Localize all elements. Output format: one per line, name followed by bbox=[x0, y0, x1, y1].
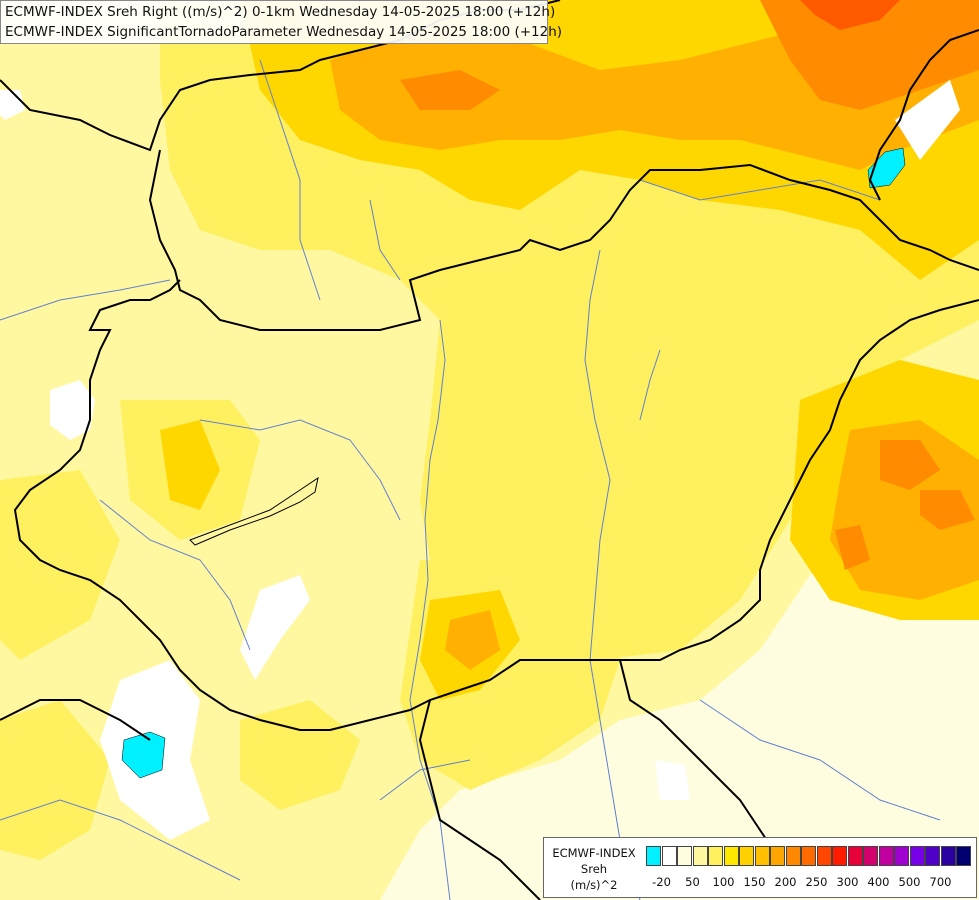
legend-swatch bbox=[925, 846, 940, 866]
legend-swatch bbox=[816, 846, 832, 866]
sreh-field-cyan bbox=[121, 147, 906, 779]
legend-tick-label: 100 bbox=[712, 875, 735, 889]
legend-swatch bbox=[708, 846, 723, 866]
legend-swatch bbox=[677, 846, 692, 866]
legend-tick-label: 400 bbox=[867, 875, 890, 889]
legend-swatch bbox=[847, 846, 863, 866]
legend-title-line-3: (m/s)^2 bbox=[570, 878, 618, 892]
legend-tick-label: 250 bbox=[805, 875, 828, 889]
legend-swatch bbox=[770, 846, 785, 866]
legend-swatch bbox=[832, 846, 847, 866]
legend-tick-label: 500 bbox=[898, 875, 921, 889]
legend-swatch bbox=[661, 846, 677, 866]
title-box: ECMWF-INDEX Sreh Right ((m/s)^2) 0-1km W… bbox=[0, 0, 562, 44]
title-line-1: ECMWF-INDEX Sreh Right ((m/s)^2) 0-1km W… bbox=[5, 4, 556, 20]
legend-tick-label: -20 bbox=[652, 875, 671, 889]
legend-tick-label: 150 bbox=[743, 875, 766, 889]
title-line-2: ECMWF-INDEX SignificantTornadoParameter … bbox=[5, 24, 563, 40]
legend-swatch bbox=[739, 846, 754, 866]
legend-swatch bbox=[956, 846, 971, 866]
rivers bbox=[0, 59, 941, 900]
sreh-field-dark-orange bbox=[400, 0, 979, 570]
legend-tick-label: 700 bbox=[929, 875, 952, 889]
legend-title-line-1: ECMWF-INDEX bbox=[552, 846, 636, 860]
legend-swatch bbox=[863, 846, 878, 866]
legend-swatch bbox=[754, 846, 770, 866]
legend-swatch bbox=[723, 846, 739, 866]
legend-title-line-2: Sreh bbox=[580, 862, 608, 876]
legend-tick-label: 300 bbox=[836, 875, 859, 889]
legend-tick-label: 50 bbox=[685, 875, 700, 889]
legend-swatch bbox=[909, 846, 925, 866]
lake-outline bbox=[189, 476, 319, 546]
legend-tick-label: 200 bbox=[774, 875, 797, 889]
legend-swatch bbox=[940, 846, 956, 866]
sreh-field-red-orange bbox=[800, 0, 900, 30]
legend-swatch bbox=[878, 846, 894, 866]
legend-swatch bbox=[801, 846, 816, 866]
legend-swatch bbox=[646, 846, 661, 866]
legend-swatch bbox=[785, 846, 801, 866]
legend-swatch bbox=[692, 846, 708, 866]
legend-swatch bbox=[894, 846, 909, 866]
color-legend: ECMWF-INDEX Sreh (m/s)^2 -20 50 100 150 200 2… bbox=[543, 837, 977, 898]
